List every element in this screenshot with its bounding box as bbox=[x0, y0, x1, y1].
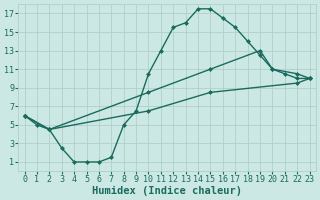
X-axis label: Humidex (Indice chaleur): Humidex (Indice chaleur) bbox=[92, 186, 242, 196]
